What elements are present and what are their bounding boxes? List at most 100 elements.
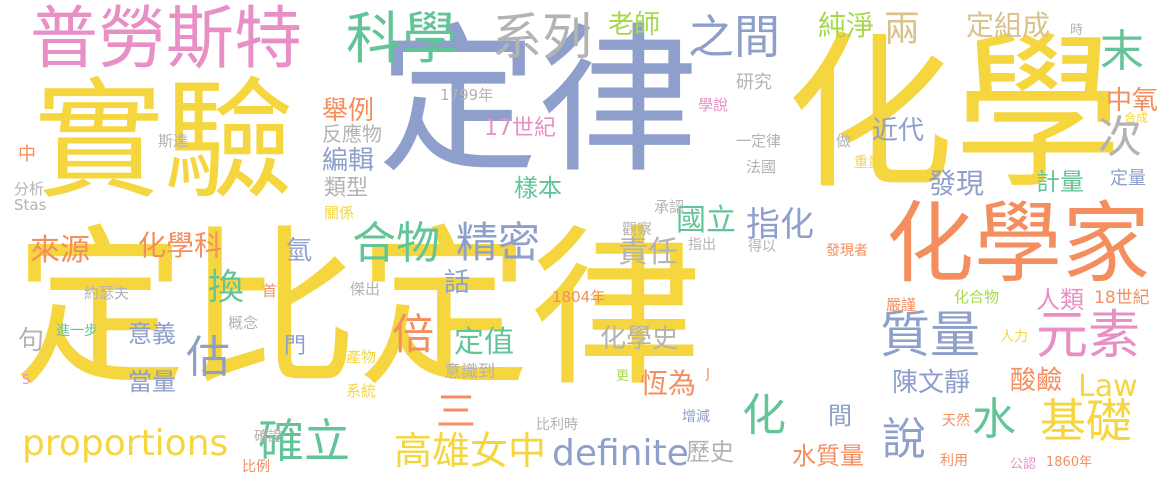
word-faxian: 發現 [928, 167, 985, 200]
word-proust: 普勞斯特 [30, 0, 303, 79]
word-bilishi: 比利時 [536, 417, 578, 433]
word-yuansu: 元素 [1036, 306, 1141, 366]
word-hua2: 話 [444, 268, 471, 298]
word-dangliang: 當量 [128, 368, 176, 396]
word-hecheng: 合成 [1124, 111, 1149, 125]
word-faguo: 法國 [746, 158, 777, 176]
word-guoli: 國立 [676, 203, 736, 238]
word-bei: 倍 [392, 310, 435, 359]
word-tianran: 天然 [942, 413, 970, 429]
word-zhongyang: 中氧 [1106, 86, 1159, 116]
word-geng: 更 [616, 369, 630, 384]
word-deyi: 得以 [748, 239, 776, 255]
word-j: J [706, 367, 710, 382]
word-liyong: 利用 [940, 453, 968, 469]
word-qing: 氫 [286, 236, 313, 266]
word-men: 門 [284, 334, 307, 359]
word-zhongliang: 重量 [854, 155, 882, 171]
word-quezheng: 確證 [254, 429, 282, 445]
word-gongren: 公認 [1010, 457, 1037, 472]
word-dingzucheng: 定組成 [966, 9, 1051, 42]
word-kexue: 科學 [346, 7, 458, 72]
word-shiyan: 實驗 [34, 65, 295, 217]
word-shou: 首 [262, 282, 278, 300]
word-hua: 化 [742, 390, 786, 441]
word-xitong: 系統 [346, 382, 377, 400]
word-stas: Stas [14, 196, 47, 214]
word-huaxue: 化學 [786, 16, 1122, 212]
word-laiyuan: 來源 [30, 233, 90, 268]
word-gaoxiong: 高雄女中 [394, 429, 547, 473]
word-guancha: 觀察 [622, 220, 653, 238]
word-yangben: 樣本 [514, 174, 562, 202]
word-yanjiu: 研究 [736, 72, 772, 93]
word-shi: 時 [1070, 23, 1084, 38]
word-huaxuejia: 化學家 [886, 192, 1151, 295]
word-leixing: 類型 [324, 176, 369, 201]
word-jiechu: 傑出 [350, 280, 381, 298]
word-ju: 句 [18, 326, 45, 356]
word-chunjing: 純淨 [818, 9, 875, 42]
word-liang: 兩 [884, 9, 921, 50]
word-yidinglv: 一定律 [736, 132, 782, 150]
word-1860: 1860年 [1046, 455, 1093, 470]
word-17shiji: 17世紀 [484, 116, 556, 141]
word-juli: 舉例 [322, 96, 375, 126]
word-fenxi: 分析 [14, 180, 45, 198]
word-ci: 次 [1098, 112, 1142, 163]
word-jingmi: 精密 [456, 218, 541, 267]
word-definite: definite [552, 433, 689, 474]
word-chanwu: 產物 [346, 348, 377, 366]
word-chengren: 承認 [654, 198, 685, 216]
word-zuo: 做 [836, 132, 852, 150]
word-zhichu: 指出 [688, 237, 716, 253]
word-huahewu: 化合物 [954, 288, 1000, 306]
word-renli: 人力 [1000, 329, 1028, 345]
word-yanjin: 嚴謹 [886, 296, 917, 314]
word-faxianzhe: 發現者 [826, 243, 868, 259]
word-zeren: 責任 [618, 235, 678, 270]
word-jiliang: 計量 [1036, 168, 1084, 196]
word-huaxueshi: 化學史 [600, 324, 679, 354]
word-jichu: 基礎 [1040, 394, 1132, 448]
word-jindai: 近代 [872, 116, 925, 146]
word-dingbi-dinglv: 定比定律 [14, 209, 702, 410]
word-dinglv: 定律 [378, 8, 699, 195]
word-1799: 1799年 [440, 86, 494, 104]
word-bili: 比例 [242, 459, 270, 475]
word-yuesefu: 約瑟夫 [84, 284, 130, 302]
word-zengjian: 增減 [682, 409, 710, 425]
word-zhong: 中 [18, 144, 36, 165]
word-zhihua: 指化 [746, 205, 814, 245]
word-mo: 末 [1100, 26, 1144, 77]
word-sida: 斯達 [158, 132, 189, 150]
word-jian: 間 [828, 402, 852, 430]
word-yishidao: 意識到 [444, 362, 495, 382]
word-1804: 1804年 [552, 288, 606, 306]
word-chenwenjing: 陳文靜 [892, 368, 971, 398]
word-shuo: 說 [882, 414, 926, 465]
word-laoshi: 老師 [608, 10, 661, 40]
word-zhijian: 之間 [688, 10, 780, 64]
word-hengwei: 恆為 [640, 367, 697, 400]
word-18shiji: 18世紀 [1094, 288, 1150, 308]
word-jinyibu: 進一步 [56, 323, 98, 339]
word-queli: 確立 [258, 414, 350, 468]
word-shuizhiliang: 水質量 [792, 442, 864, 470]
word-guanxi: 關係 [324, 204, 355, 222]
word-huaxueke: 化學科 [138, 229, 223, 262]
word-s: S [22, 373, 31, 388]
word-san: 三 [436, 389, 476, 435]
word-law: Law [1078, 369, 1138, 404]
word-yiyi: 意義 [128, 320, 176, 348]
word-xueshuo: 學說 [698, 96, 729, 114]
word-gainian: 概念 [228, 314, 259, 332]
word-proportions: proportions [22, 423, 229, 464]
word-bianji: 編輯 [322, 146, 375, 176]
word-zhiliang: 質量 [880, 306, 980, 364]
word-fanyingwu: 反應物 [322, 122, 382, 146]
word-xilie: 系列 [492, 8, 592, 66]
word-dingliang: 定量 [1110, 168, 1146, 189]
word-suanjian: 酸鹼 [1010, 366, 1063, 396]
